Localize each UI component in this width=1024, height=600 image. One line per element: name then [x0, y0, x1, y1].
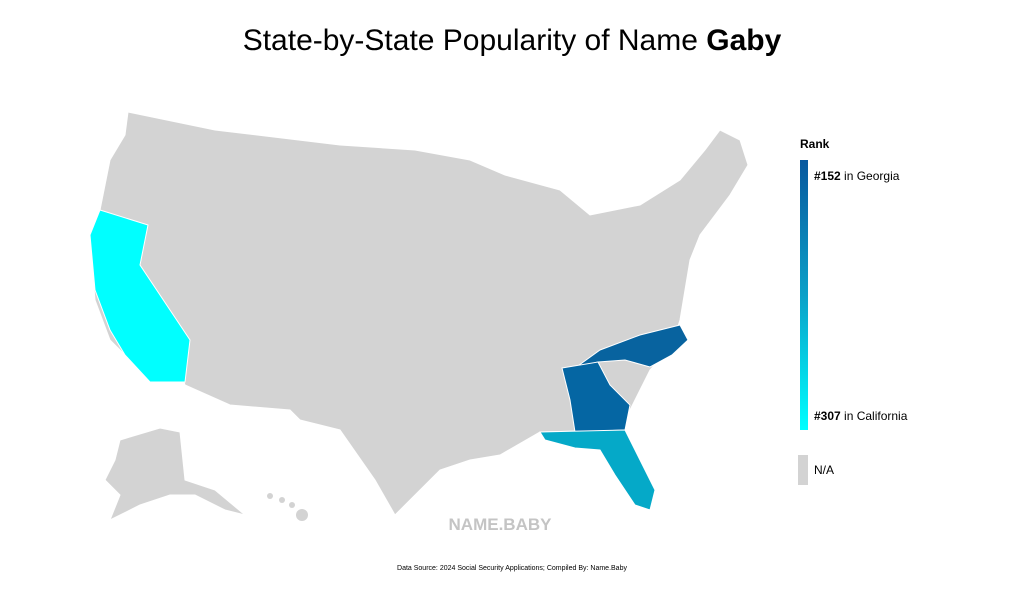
- title: State-by-State Popularity of Name Gaby: [243, 24, 782, 57]
- legend-na-swatch: [798, 455, 808, 485]
- state-georgia: [561, 361, 631, 433]
- state-alaska: [104, 427, 246, 522]
- legend-top-text: in Georgia: [841, 169, 900, 183]
- title-name: Gaby: [706, 24, 781, 57]
- title-text: State-by-State Popularity of Name: [243, 24, 707, 57]
- legend-na: N/A: [814, 463, 834, 477]
- state-hawaii: [267, 493, 308, 521]
- legend-gradient: [800, 160, 808, 430]
- legend-bottom-rank: #307: [814, 409, 841, 423]
- footer: Data Source: 2024 Social Security Applic…: [397, 565, 627, 572]
- legend-bottom: #307 in California: [814, 409, 908, 423]
- state-shape: [89, 111, 749, 516]
- watermark: NAME.BABY: [449, 515, 553, 534]
- legend-top: #152 in Georgia: [814, 169, 900, 183]
- legend-bottom-text: in California: [841, 409, 908, 423]
- state-florida: [539, 429, 656, 511]
- us-map: [89, 111, 749, 522]
- legend-title: Rank: [800, 137, 830, 151]
- state-north-carolina: [574, 324, 689, 369]
- legend-top-rank: #152: [814, 169, 841, 183]
- state-california: [89, 209, 191, 383]
